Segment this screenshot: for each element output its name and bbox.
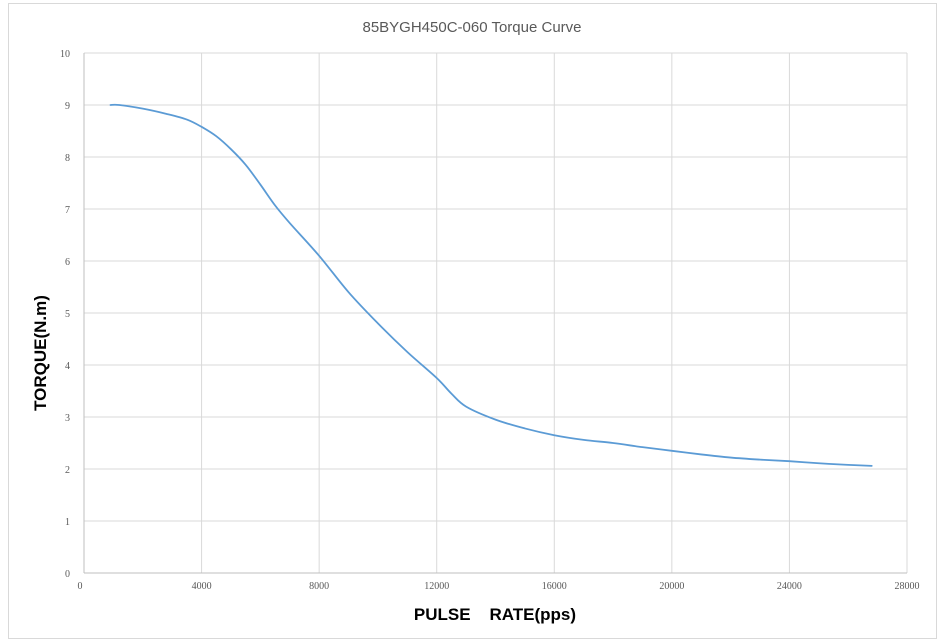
y-tick-label: 10 [60, 49, 70, 60]
series-group [109, 103, 873, 467]
axes [83, 53, 907, 574]
x-tick-label: 8000 [309, 581, 329, 592]
y-tick-label: 2 [65, 465, 70, 476]
x-tick-label: 20000 [659, 581, 684, 592]
gridlines [84, 52, 908, 573]
y-tick-label: 8 [65, 153, 70, 164]
x-tick-label: 24000 [777, 581, 802, 592]
x-tick-label: 28000 [895, 581, 920, 592]
y-tick-labels: 0 1 2 3 4 5 6 7 8 9 10 [60, 49, 70, 580]
chart-frame [8, 3, 937, 639]
y-tick-label: 3 [65, 413, 70, 424]
y-axis-title: TORQUE(N.m) [31, 295, 50, 411]
x-tick-label: 12000 [424, 581, 449, 592]
x-axis-title: PULSE RATE(pps) [414, 605, 576, 624]
x-tick-label: 16000 [542, 581, 567, 592]
y-tick-label: 4 [65, 361, 70, 372]
y-tick-label: 6 [65, 257, 70, 268]
y-tick-label: 7 [65, 205, 70, 216]
y-tick-label: 0 [65, 569, 70, 580]
x-tick-label: 0 [78, 581, 83, 592]
y-tick-label: 9 [65, 101, 70, 112]
chart-title: 85BYGH450C-060 Torque Curve [362, 19, 581, 36]
x-tick-label: 4000 [192, 581, 212, 592]
y-tick-label: 5 [65, 309, 70, 320]
torque-series-line [109, 103, 873, 467]
y-tick-label: 1 [65, 517, 70, 528]
x-tick-labels: 0 4000 8000 12000 16000 20000 24000 28000 [78, 581, 920, 592]
